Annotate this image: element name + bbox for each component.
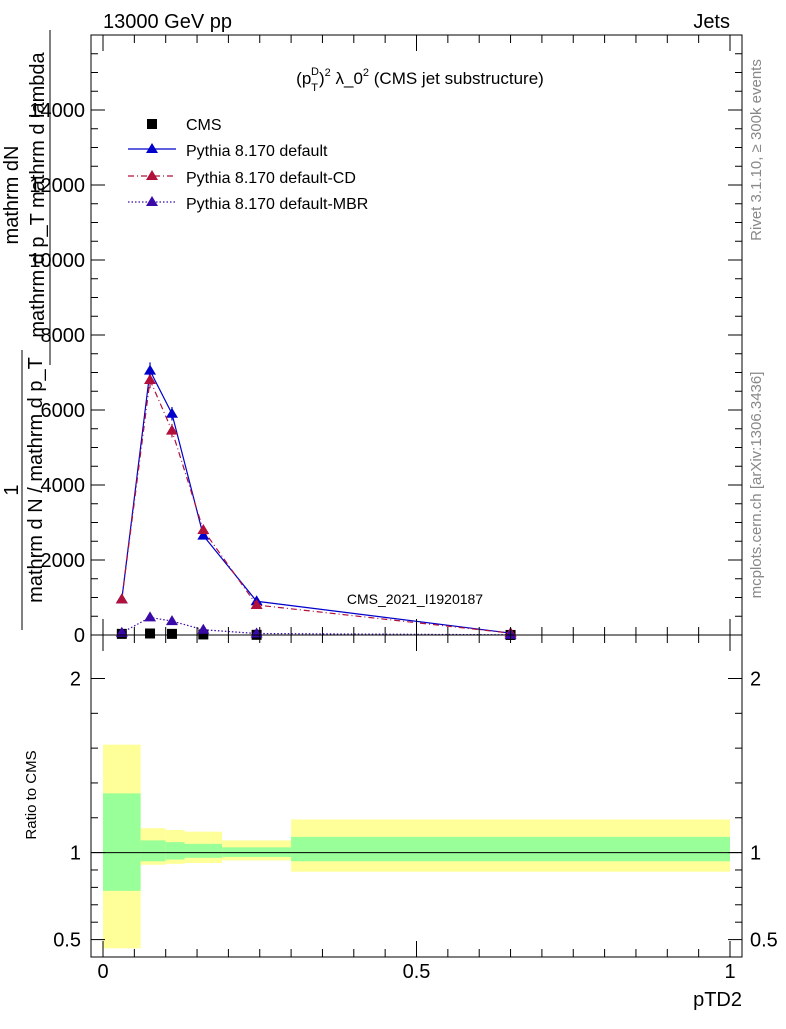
- ylabel-den-b: mathrm d p_T mathrm d lambda: [27, 51, 49, 337]
- ratio-band-green: [184, 843, 223, 858]
- x-tick-label: 0: [97, 961, 108, 983]
- ratio-ytick-label-left: 0.5: [53, 930, 81, 952]
- mcplots-label: mcplots.cern.ch [arXiv:1306.3436]: [748, 372, 765, 599]
- series-line: [121, 616, 511, 636]
- cms-data-point: [166, 628, 177, 639]
- series-marker: [165, 424, 178, 435]
- ylabel-den-a: mathrm d N / mathrm d p_T: [25, 357, 47, 603]
- series-marker: [115, 593, 128, 604]
- main-ytick-label: 10000: [29, 250, 85, 272]
- ratio-frame: [90, 634, 743, 958]
- header-left: 13000 GeV pp: [103, 11, 232, 33]
- ratio-ytick-label-left: 1: [70, 843, 81, 865]
- cms-data-point: [198, 629, 209, 640]
- rivet-label: Rivet 3.1.10, ≥ 300k events: [748, 59, 765, 241]
- ratio-bands: [103, 744, 730, 949]
- series-marker: [165, 407, 178, 418]
- main-ticks: 0 2000 4000 6000 8000 10000 12000 14000: [29, 35, 742, 647]
- ratio-ytick-label-right: 2: [750, 669, 761, 691]
- series-marker: [197, 524, 210, 534]
- ratio-band-green: [291, 836, 730, 862]
- ylabel-num: mathrm dN: [1, 146, 23, 245]
- x-axis-label: pTD2: [693, 989, 742, 1011]
- legend-cms-marker: [147, 119, 157, 129]
- series-marker: [197, 529, 210, 540]
- ratio-band-green: [165, 842, 185, 860]
- main-ytick-label: 8000: [41, 325, 86, 347]
- series-marker: [165, 615, 178, 626]
- watermark: CMS_2021_I1920187: [347, 591, 483, 607]
- series-marker: [144, 611, 157, 622]
- legend-mbr-marker: [146, 196, 158, 206]
- legend-default-label: Pythia 8.170 default: [186, 143, 328, 160]
- ylabel-one: 1: [1, 484, 23, 495]
- main-ylabel: 1 mathrm d N / mathrm d p_T mathrm dN ma…: [1, 30, 51, 630]
- legend-cd-marker: [146, 170, 158, 180]
- series-marker: [197, 623, 210, 634]
- legend-default-marker: [146, 143, 158, 153]
- ratio-ytick-label-left: 2: [70, 669, 81, 691]
- legend-cd-label: Pythia 8.170 default-CD: [186, 170, 356, 187]
- main-ytick-label: 4000: [41, 475, 86, 497]
- ratio-ylabel: Ratio to CMS: [23, 750, 40, 839]
- main-title: (pTD)2 λ_02 (CMS jet substructure): [296, 66, 544, 94]
- series-marker: [144, 364, 157, 375]
- x-tick-label: 1: [724, 961, 735, 983]
- ratio-band-green: [103, 793, 141, 891]
- cms-data-point: [145, 628, 156, 639]
- x-tick-label: 0.5: [403, 961, 431, 983]
- main-ytick-label: 2000: [41, 550, 86, 572]
- legend: CMS Pythia 8.170 default Pythia 8.170 de…: [128, 117, 368, 213]
- ratio-band-green: [140, 840, 166, 862]
- main-ytick-label: 6000: [41, 400, 86, 422]
- ratio-ticks: 0.5 0.5 1 1 2 2: [53, 635, 778, 957]
- main-ytick-label: 14000: [29, 100, 85, 122]
- main-ytick-label: 12000: [29, 175, 85, 197]
- header-right: Jets: [693, 11, 730, 33]
- series-line: [121, 377, 511, 634]
- series-line: [121, 368, 511, 634]
- series-marker: [250, 599, 263, 609]
- ratio-ytick-label-right: 1: [750, 843, 761, 865]
- ratio-ytick-label-right: 0.5: [750, 930, 778, 952]
- legend-mbr-label: Pythia 8.170 default-MBR: [186, 196, 368, 213]
- series-marker: [144, 374, 157, 384]
- x-ticklabels: 0 0.5 1: [97, 961, 735, 983]
- series-marker: [115, 626, 128, 637]
- main-ytick-label: 0: [74, 625, 85, 647]
- legend-cms-label: CMS: [186, 117, 222, 134]
